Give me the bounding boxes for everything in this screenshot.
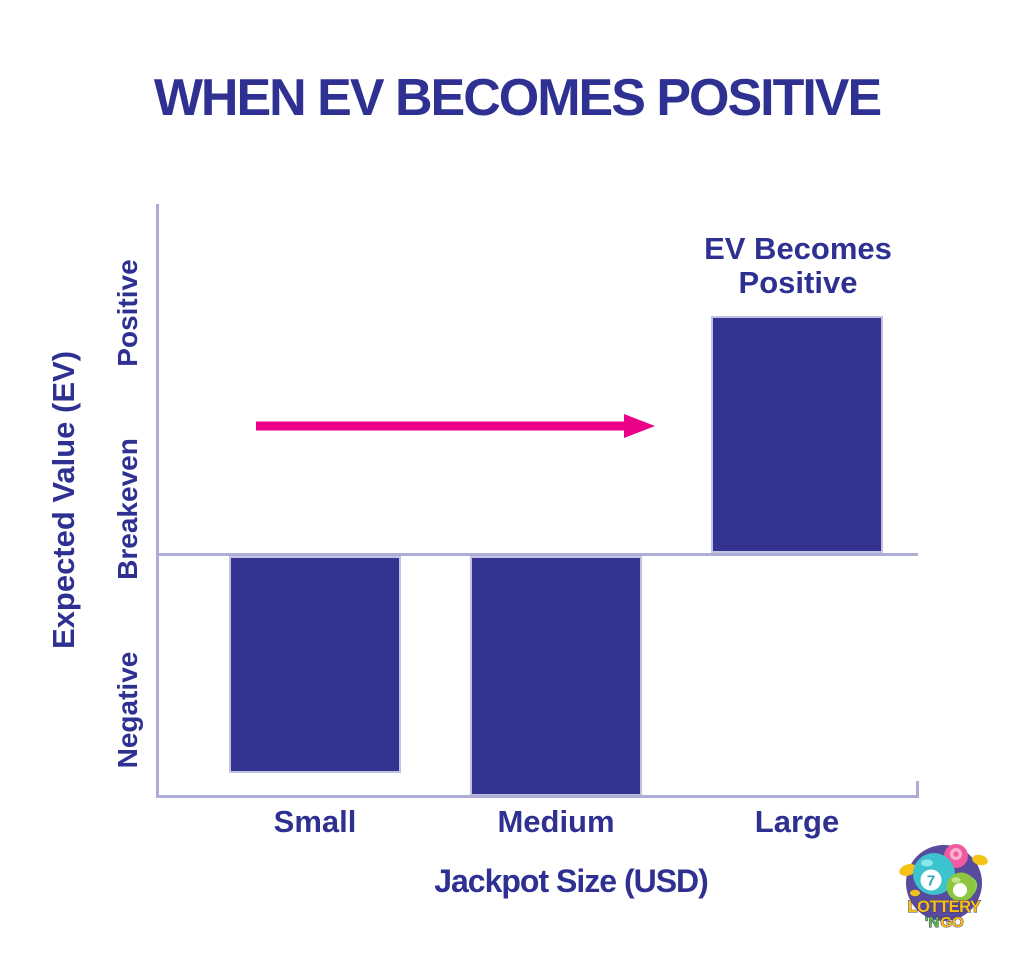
x-axis-title: Jackpot Size (USD) xyxy=(434,863,709,899)
annotation-line-1: EV Becomes xyxy=(704,231,892,266)
breakeven-line xyxy=(156,553,918,556)
y-tick-negative: Negative xyxy=(112,651,143,769)
x-axis-end-tick xyxy=(916,781,919,797)
logo-text-go: GO xyxy=(940,914,964,931)
x-tick-large: Large xyxy=(754,804,840,839)
coin-icon xyxy=(972,854,988,866)
annotation-line-2: Positive xyxy=(738,265,858,300)
y-tick-breakeven: Breakeven xyxy=(112,438,143,580)
logo-text-lottery: LOTTERY xyxy=(908,898,981,916)
bar-large xyxy=(711,316,883,553)
lottery-n-go-logo: 7 LOTTERY 'N GO xyxy=(899,844,988,931)
y-axis-line xyxy=(156,204,159,798)
teal-lottery-ball-icon: 7 xyxy=(913,853,955,895)
coin-icon xyxy=(899,864,917,876)
bar-small xyxy=(229,556,401,773)
y-tick-positive: Positive xyxy=(112,259,143,367)
x-axis-line xyxy=(156,795,919,798)
coin-icon xyxy=(910,889,920,897)
logo-text-n: 'N xyxy=(925,914,939,931)
x-tick-small: Small xyxy=(273,804,357,839)
logo-ball-number: 7 xyxy=(927,873,935,890)
bar-medium xyxy=(470,556,642,796)
green-lottery-ball-icon xyxy=(946,872,976,902)
page-title: WHEN EV BECOMES POSITIVE xyxy=(153,69,882,127)
x-tick-medium: Medium xyxy=(497,804,615,839)
right-trend-arrow-icon xyxy=(256,414,655,438)
annotation-ev-becomes-positive: EV Becomes Positive xyxy=(704,232,892,300)
y-axis-title: Expected Value (EV) xyxy=(46,350,81,650)
